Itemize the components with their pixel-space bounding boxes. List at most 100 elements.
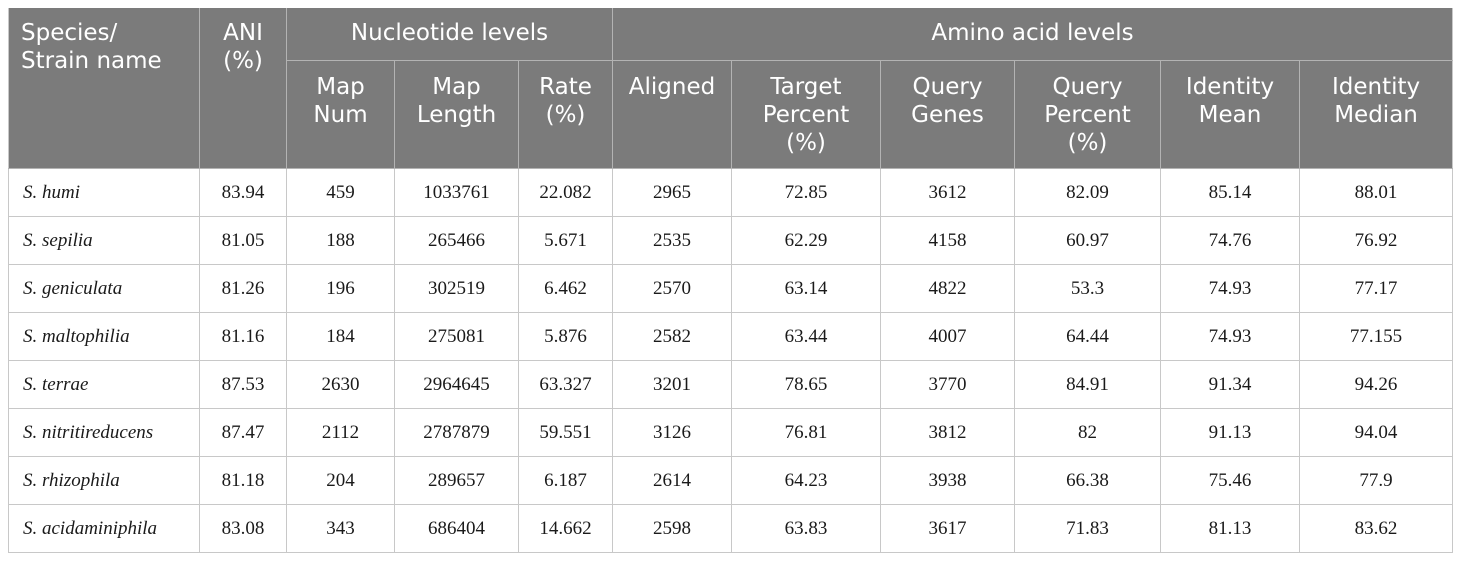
cell-species: S. sepilia: [8, 216, 200, 265]
cell-query-percent: 84.91: [1014, 360, 1161, 409]
cell-identity-median: 83.62: [1299, 504, 1453, 553]
cell-target-percent: 63.83: [731, 504, 881, 553]
cell-identity-median: 77.155: [1299, 312, 1453, 361]
header-ani: ANI (%): [199, 8, 287, 169]
cell-query-percent: 60.97: [1014, 216, 1161, 265]
header-query-percent: Query Percent (%): [1014, 60, 1161, 169]
cell-identity-mean: 91.13: [1160, 408, 1300, 457]
cell-identity-mean: 74.76: [1160, 216, 1300, 265]
header-target-percent: Target Percent (%): [731, 60, 881, 169]
cell-query-genes: 3612: [880, 168, 1015, 217]
cell-map-length: 1033761: [394, 168, 519, 217]
header-rate: Rate (%): [518, 60, 613, 169]
cell-map-num: 188: [286, 216, 395, 265]
cell-aligned: 2598: [612, 504, 732, 553]
cell-map-length: 265466: [394, 216, 519, 265]
table-header: Species/ Strain name ANI (%) Nucleotide …: [8, 8, 1453, 169]
cell-aligned: 2614: [612, 456, 732, 505]
cell-rate: 6.462: [518, 264, 613, 313]
cell-ani: 81.18: [199, 456, 287, 505]
cell-aligned: 2582: [612, 312, 732, 361]
header-species: Species/ Strain name: [8, 8, 200, 169]
cell-map-num: 459: [286, 168, 395, 217]
cell-map-length: 686404: [394, 504, 519, 553]
cell-identity-median: 88.01: [1299, 168, 1453, 217]
cell-query-genes: 3770: [880, 360, 1015, 409]
cell-rate: 59.551: [518, 408, 613, 457]
header-ani-line2: (%): [223, 48, 263, 74]
cell-query-percent: 53.3: [1014, 264, 1161, 313]
cell-rate: 6.187: [518, 456, 613, 505]
cell-aligned: 2965: [612, 168, 732, 217]
cell-identity-mean: 85.14: [1160, 168, 1300, 217]
cell-identity-median: 94.26: [1299, 360, 1453, 409]
cell-ani: 81.26: [199, 264, 287, 313]
cell-map-length: 275081: [394, 312, 519, 361]
cell-query-percent: 82: [1014, 408, 1161, 457]
comparison-table-container: Species/ Strain name ANI (%) Nucleotide …: [8, 8, 1454, 553]
cell-map-num: 2112: [286, 408, 395, 457]
cell-identity-median: 77.9: [1299, 456, 1453, 505]
cell-identity-median: 94.04: [1299, 408, 1453, 457]
table-body: S. humi 83.94 459 1033761 22.082 2965 72…: [8, 168, 1453, 553]
header-query-genes: Query Genes: [880, 60, 1015, 169]
cell-identity-median: 76.92: [1299, 216, 1453, 265]
table-row: S. nitritireducens 87.47 2112 2787879 59…: [8, 408, 1453, 457]
cell-map-length: 302519: [394, 264, 519, 313]
cell-species: S. rhizophila: [8, 456, 200, 505]
cell-aligned: 2535: [612, 216, 732, 265]
cell-rate: 5.876: [518, 312, 613, 361]
cell-identity-mean: 81.13: [1160, 504, 1300, 553]
cell-target-percent: 63.44: [731, 312, 881, 361]
cell-query-genes: 3617: [880, 504, 1015, 553]
cell-query-percent: 66.38: [1014, 456, 1161, 505]
cell-query-genes: 3938: [880, 456, 1015, 505]
cell-query-genes: 4007: [880, 312, 1015, 361]
cell-map-num: 196: [286, 264, 395, 313]
cell-query-percent: 71.83: [1014, 504, 1161, 553]
cell-species: S. acidaminiphila: [8, 504, 200, 553]
cell-ani: 83.08: [199, 504, 287, 553]
cell-identity-mean: 75.46: [1160, 456, 1300, 505]
cell-rate: 14.662: [518, 504, 613, 553]
cell-ani: 81.05: [199, 216, 287, 265]
cell-species: S. maltophilia: [8, 312, 200, 361]
cell-species: S. humi: [8, 168, 200, 217]
cell-species: S. geniculata: [8, 264, 200, 313]
genome-comparison-table: Species/ Strain name ANI (%) Nucleotide …: [8, 8, 1454, 553]
header-amino-acid-levels: Amino acid levels: [612, 8, 1453, 61]
header-identity-mean: Identity Mean: [1160, 60, 1300, 169]
cell-map-length: 2964645: [394, 360, 519, 409]
cell-identity-mean: 74.93: [1160, 264, 1300, 313]
cell-rate: 63.327: [518, 360, 613, 409]
cell-map-num: 204: [286, 456, 395, 505]
cell-query-genes: 4158: [880, 216, 1015, 265]
cell-map-num: 184: [286, 312, 395, 361]
cell-target-percent: 64.23: [731, 456, 881, 505]
table-row: S. terrae 87.53 2630 2964645 63.327 3201…: [8, 360, 1453, 409]
cell-rate: 5.671: [518, 216, 613, 265]
cell-query-percent: 64.44: [1014, 312, 1161, 361]
header-nucleotide-levels: Nucleotide levels: [286, 8, 613, 61]
cell-map-num: 2630: [286, 360, 395, 409]
cell-ani: 87.47: [199, 408, 287, 457]
cell-target-percent: 63.14: [731, 264, 881, 313]
header-identity-median: Identity Median: [1299, 60, 1453, 169]
cell-aligned: 3126: [612, 408, 732, 457]
table-row: S. acidaminiphila 83.08 343 686404 14.66…: [8, 504, 1453, 553]
cell-ani: 83.94: [199, 168, 287, 217]
cell-identity-median: 77.17: [1299, 264, 1453, 313]
header-map-length: Map Length: [394, 60, 519, 169]
cell-query-percent: 82.09: [1014, 168, 1161, 217]
table-row: S. geniculata 81.26 196 302519 6.462 257…: [8, 264, 1453, 313]
cell-aligned: 2570: [612, 264, 732, 313]
header-map-num: Map Num: [286, 60, 395, 169]
cell-ani: 81.16: [199, 312, 287, 361]
cell-map-length: 2787879: [394, 408, 519, 457]
header-row-groups: Species/ Strain name ANI (%) Nucleotide …: [8, 8, 1453, 169]
header-aligned: Aligned: [612, 60, 732, 169]
table-row: S. maltophilia 81.16 184 275081 5.876 25…: [8, 312, 1453, 361]
cell-map-num: 343: [286, 504, 395, 553]
cell-identity-mean: 91.34: [1160, 360, 1300, 409]
header-species-line2: Strain name: [21, 48, 162, 74]
